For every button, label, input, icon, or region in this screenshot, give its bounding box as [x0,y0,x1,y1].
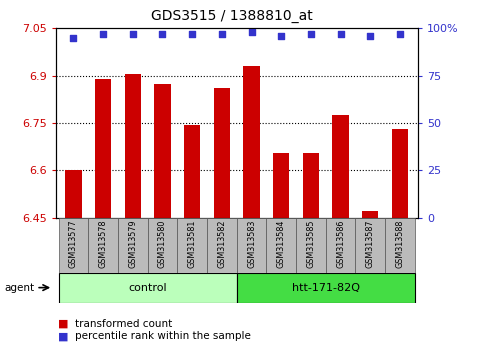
Bar [392,129,408,218]
Text: GSM313584: GSM313584 [277,220,286,268]
Point [277,33,285,39]
Bar [237,273,415,303]
Bar [58,273,237,303]
Bar [303,153,319,218]
Bar [125,74,141,218]
Point [367,33,374,39]
Bar [362,211,379,218]
Text: GDS3515 / 1388810_at: GDS3515 / 1388810_at [151,9,313,23]
Point [337,31,344,37]
Text: GSM313582: GSM313582 [217,220,227,268]
Bar [177,218,207,273]
Text: percentile rank within the sample: percentile rank within the sample [75,331,251,341]
Text: GSM313586: GSM313586 [336,220,345,268]
Bar [88,218,118,273]
Text: GSM313577: GSM313577 [69,220,78,268]
Bar [65,170,82,218]
Text: GSM313583: GSM313583 [247,220,256,268]
Point [307,31,315,37]
Point [99,31,107,37]
Point [158,31,166,37]
Point [129,31,137,37]
Text: transformed count: transformed count [75,319,172,329]
Bar [243,66,260,218]
Text: GSM313578: GSM313578 [99,220,108,268]
Bar [213,88,230,218]
Bar [118,218,148,273]
Bar [385,218,415,273]
Point [70,35,77,41]
Point [396,31,404,37]
Bar [154,84,170,218]
Bar [296,218,326,273]
Text: GSM313587: GSM313587 [366,220,375,268]
Bar [148,218,177,273]
Bar [237,218,266,273]
Text: GSM313581: GSM313581 [187,220,197,268]
Bar [355,218,385,273]
Text: GSM313588: GSM313588 [396,220,404,268]
Point [188,31,196,37]
Bar [273,153,289,218]
Text: ■: ■ [58,331,69,341]
Text: agent: agent [5,282,35,293]
Bar [332,115,349,218]
Bar [266,218,296,273]
Bar [184,125,200,218]
Bar [207,218,237,273]
Text: GSM313579: GSM313579 [128,220,137,268]
Bar [95,79,111,218]
Text: htt-171-82Q: htt-171-82Q [292,282,360,293]
Point [248,29,256,35]
Text: GSM313580: GSM313580 [158,220,167,268]
Bar [326,218,355,273]
Text: ■: ■ [58,319,69,329]
Point [218,31,226,37]
Text: control: control [128,282,167,293]
Text: GSM313585: GSM313585 [306,220,315,268]
Bar [58,218,88,273]
